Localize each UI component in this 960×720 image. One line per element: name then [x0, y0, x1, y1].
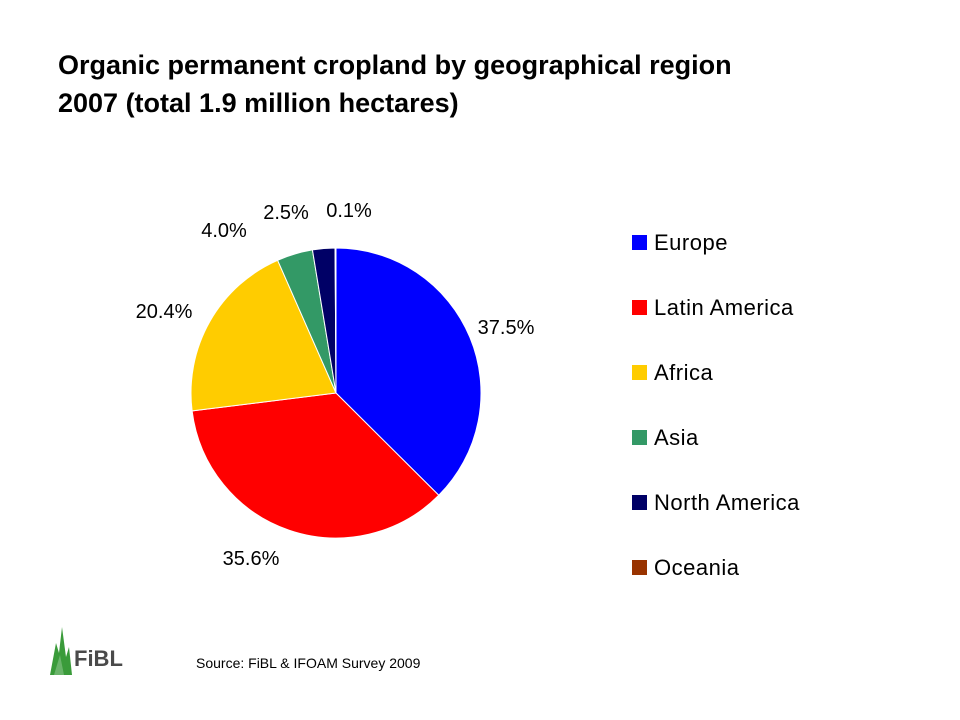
- pie-slice-africa: [190, 259, 337, 412]
- legend-item-europe: Europe: [632, 210, 800, 275]
- svg-text:FiBL: FiBL: [74, 646, 123, 671]
- chart-title-line-2: 2007 (total 1.9 million hectares): [58, 88, 459, 118]
- legend-label: Latin America: [654, 294, 794, 320]
- legend-label: Asia: [654, 424, 699, 450]
- chart-legend: Europe Latin America Africa Asia North Ameri…: [632, 210, 800, 600]
- pie-slice-latin-america: [191, 392, 440, 539]
- legend-item-north-america: North America: [632, 470, 800, 535]
- chart-title-line-1: Organic permanent cropland by geographic…: [58, 50, 732, 80]
- legend-swatch: [632, 430, 647, 445]
- source-note: Source: FiBL & IFOAM Survey 2009: [196, 655, 421, 671]
- legend-label: Europe: [654, 229, 728, 255]
- legend-item-oceania: Oceania: [632, 535, 800, 600]
- slice-label-north-america: 2.5%: [263, 202, 309, 224]
- pie-slices: [190, 247, 482, 539]
- pie-slice-oceania: [334, 247, 337, 394]
- legend-swatch: [632, 300, 647, 315]
- slice-label-europe: 37.5%: [478, 317, 535, 339]
- chart-title: Organic permanent cropland by geographic…: [58, 46, 918, 122]
- legend-swatch: [632, 235, 647, 250]
- fibl-logo: FiBL: [46, 623, 128, 679]
- slice-label-asia: 4.0%: [201, 220, 247, 242]
- legend-item-latin-america: Latin America: [632, 275, 800, 340]
- legend-swatch: [632, 365, 647, 380]
- legend-swatch: [632, 560, 647, 575]
- legend-label: North America: [654, 489, 800, 515]
- slice-label-latin-america: 35.6%: [223, 548, 280, 570]
- pie-slice-europe: [335, 247, 482, 496]
- slice-label-africa: 20.4%: [136, 301, 193, 323]
- legend-swatch: [632, 495, 647, 510]
- legend-label: Oceania: [654, 554, 740, 580]
- legend-item-africa: Africa: [632, 340, 800, 405]
- pie-labels: 37.5% 35.6% 20.4% 4.0% 2.5% 0.1%: [136, 200, 535, 570]
- legend-label: Africa: [654, 359, 714, 385]
- slice-label-oceania: 0.1%: [326, 200, 372, 222]
- legend-item-asia: Asia: [632, 405, 800, 470]
